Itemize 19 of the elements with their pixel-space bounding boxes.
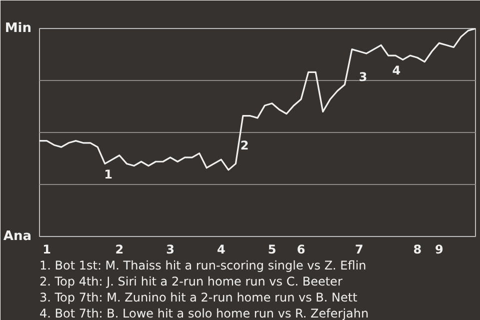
x-tick-label: 2 [115, 242, 124, 256]
annotation: 3 [358, 70, 368, 84]
text: Ana [3, 229, 32, 244]
x-tick-label: 5 [268, 242, 276, 256]
x-tick-label: 9 [434, 242, 444, 256]
x-tick-label: 7 [355, 242, 364, 256]
x-tick-label: 3 [166, 242, 174, 256]
annotation: 4 [392, 64, 401, 78]
x-tick-label: 8 [413, 242, 422, 256]
annotation: 2 [240, 138, 249, 152]
text: 4. Bot 7th: B. Lowe hit a solo home run vs R. Zeferjahn [40, 306, 369, 320]
x-tick-label: 6 [296, 242, 306, 256]
annotation: 1 [104, 168, 113, 182]
text: Min [4, 21, 32, 36]
text: 2. Top 4th: J. Siri hit a 2-run home run vs C. Beeter [40, 274, 342, 288]
x-tick-label: 1 [42, 242, 51, 256]
text: 3. Top 7th: M. Zunino hit a 2-run home run vs B. Nett [40, 290, 358, 304]
x-tick-label: 4 [216, 242, 226, 256]
text: 1. Bot 1st: M. Thaiss hit a run-scoring single vs Z. Eflin [40, 258, 366, 272]
